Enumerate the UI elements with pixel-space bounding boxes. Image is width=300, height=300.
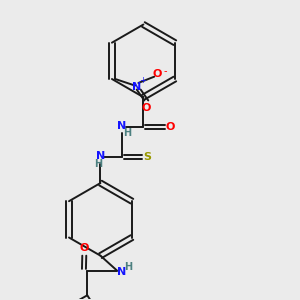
Text: N: N	[132, 82, 141, 92]
Text: -: -	[163, 66, 166, 76]
Text: H: H	[94, 159, 102, 169]
Text: +: +	[139, 76, 146, 85]
Text: O: O	[153, 69, 162, 79]
Text: O: O	[166, 122, 175, 132]
Text: H: H	[124, 128, 132, 139]
Text: N: N	[96, 151, 105, 160]
Text: H: H	[124, 262, 133, 272]
Text: O: O	[80, 243, 89, 253]
Text: S: S	[144, 152, 152, 162]
Text: N: N	[117, 266, 127, 277]
Text: N: N	[117, 121, 127, 131]
Text: O: O	[142, 103, 151, 113]
